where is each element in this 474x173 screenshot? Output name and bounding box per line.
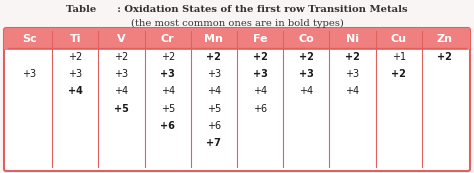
Text: +2: +2 — [391, 69, 406, 79]
Text: +6: +6 — [160, 121, 175, 131]
Text: Table      : Oxidation States of the first row Transition Metals: Table : Oxidation States of the first ro… — [66, 6, 408, 15]
FancyBboxPatch shape — [4, 28, 470, 50]
Text: Cu: Cu — [391, 34, 407, 44]
Text: +3: +3 — [68, 69, 82, 79]
Text: +5: +5 — [114, 103, 129, 113]
Text: +2: +2 — [207, 52, 221, 62]
Text: +3: +3 — [346, 69, 360, 79]
Text: +2: +2 — [114, 52, 128, 62]
Text: +6: +6 — [253, 103, 267, 113]
Text: +4: +4 — [161, 86, 175, 96]
Text: +3: +3 — [253, 69, 267, 79]
Text: +5: +5 — [161, 103, 175, 113]
Text: +7: +7 — [207, 138, 221, 148]
Text: +4: +4 — [299, 86, 313, 96]
Text: Cr: Cr — [161, 34, 174, 44]
Text: V: V — [117, 34, 126, 44]
FancyBboxPatch shape — [4, 28, 470, 171]
Text: +2: +2 — [253, 52, 267, 62]
Text: +2: +2 — [161, 52, 175, 62]
Bar — [6, 30, 468, 169]
Text: Sc: Sc — [22, 34, 36, 44]
Text: +3: +3 — [299, 69, 314, 79]
Text: +2: +2 — [68, 52, 82, 62]
Text: Fe: Fe — [253, 34, 267, 44]
Text: +3: +3 — [160, 69, 175, 79]
Text: +4: +4 — [253, 86, 267, 96]
Text: +1: +1 — [392, 52, 406, 62]
Text: +4: +4 — [68, 86, 83, 96]
Text: +2: +2 — [345, 52, 360, 62]
Text: Mn: Mn — [204, 34, 223, 44]
Text: Ti: Ti — [70, 34, 81, 44]
Text: (the most common ones are in bold types): (the most common ones are in bold types) — [130, 19, 344, 28]
Text: +4: +4 — [346, 86, 360, 96]
Text: +6: +6 — [207, 121, 221, 131]
Text: +3: +3 — [207, 69, 221, 79]
Text: +4: +4 — [114, 86, 128, 96]
Text: Zn: Zn — [437, 34, 453, 44]
Text: +3: +3 — [22, 69, 36, 79]
Text: +4: +4 — [207, 86, 221, 96]
Text: Co: Co — [299, 34, 314, 44]
Bar — [6, 33, 468, 48]
Text: Ni: Ni — [346, 34, 359, 44]
Text: +3: +3 — [114, 69, 128, 79]
Text: +2: +2 — [438, 52, 452, 62]
Text: +5: +5 — [207, 103, 221, 113]
Text: +2: +2 — [299, 52, 314, 62]
